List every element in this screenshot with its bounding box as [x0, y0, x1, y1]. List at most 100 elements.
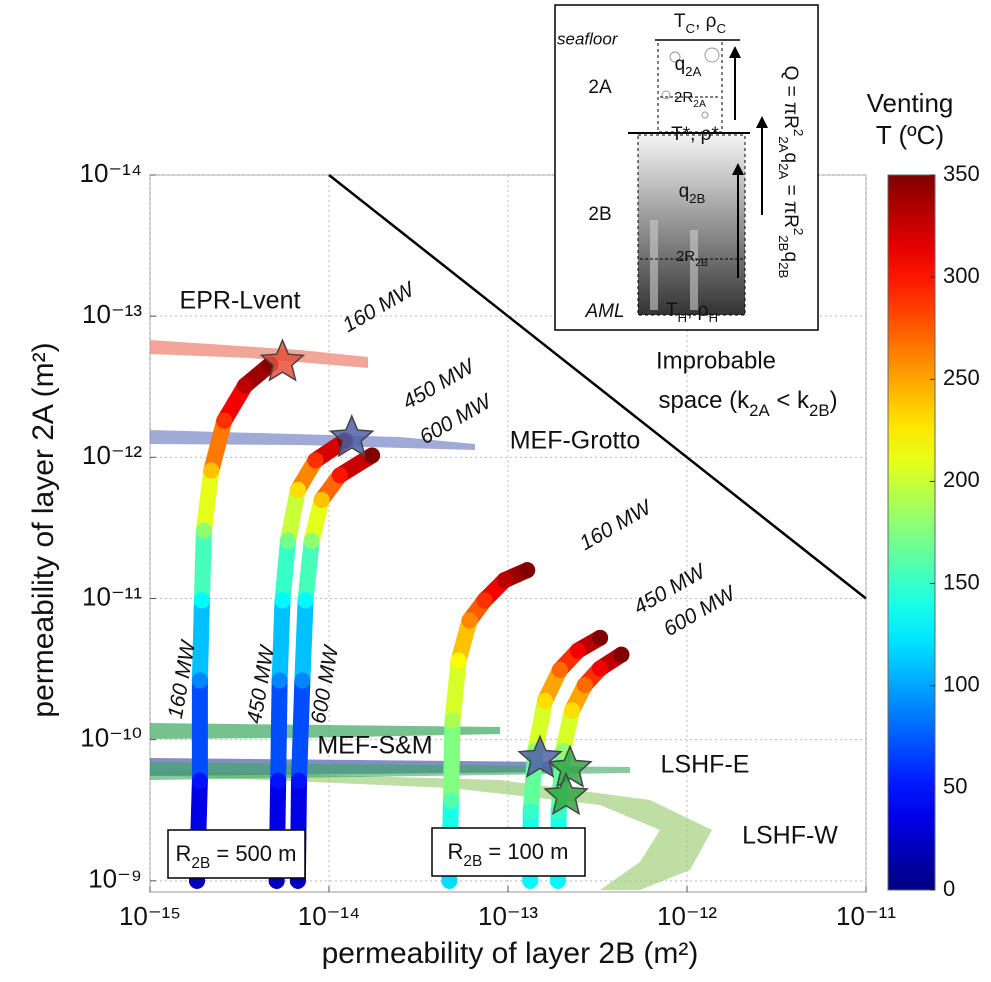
- point: [297, 592, 314, 609]
- curve-segment: [274, 532, 296, 609]
- point: [551, 661, 568, 678]
- point: [203, 462, 220, 479]
- label-sub: 2A: [685, 64, 701, 79]
- curve-segment: [271, 592, 291, 689]
- colorbar-tick-label: 300: [943, 263, 980, 288]
- point: [303, 532, 320, 549]
- curve-segment: [195, 462, 220, 539]
- x-axis-label: permeability of layer 2B (m²): [322, 937, 699, 970]
- site-star: [328, 414, 375, 458]
- y-tick-label: 10⁻⁹: [88, 864, 142, 894]
- label-sub: 2A: [749, 401, 770, 420]
- colorbar: [887, 174, 936, 891]
- curve-segment: [203, 412, 233, 479]
- point: [193, 592, 210, 609]
- label-part: = 500 m: [210, 841, 296, 866]
- label-sub: 2A: [776, 163, 791, 179]
- point: [216, 412, 233, 429]
- arrow-head: [756, 116, 768, 128]
- point: [519, 562, 536, 579]
- point: [313, 491, 330, 508]
- x-tick-label: 10⁻¹⁵: [119, 901, 181, 931]
- label-sub: 2A: [693, 98, 706, 110]
- label-part: q: [679, 181, 690, 202]
- boundary-label: space (k2A < k2B): [658, 387, 837, 420]
- label-part: R: [448, 839, 464, 864]
- boundary-line: [328, 174, 867, 600]
- site-label: MEF-S&M: [317, 732, 432, 760]
- label-sub: 2B: [809, 401, 830, 420]
- label-sub: 2A: [776, 136, 791, 152]
- curve-segment: [294, 592, 314, 689]
- label-part: = πR: [780, 179, 801, 227]
- inset-label: 2B: [588, 204, 611, 225]
- inset-label: q2A: [675, 54, 702, 79]
- point: [537, 692, 554, 709]
- point: [522, 802, 539, 819]
- curve-segment: [444, 652, 467, 729]
- site-label: LSHF-E: [661, 751, 750, 779]
- inset-label: 2R2B: [676, 248, 708, 269]
- band-lshf-e-lower: [150, 762, 630, 780]
- point: [274, 592, 291, 609]
- label-part: = 100 m: [482, 839, 568, 864]
- inset-label: q2B: [679, 181, 706, 206]
- band-epr: [150, 340, 368, 368]
- inset-schematic: seafloor TC, ρC 2A q2A 2R2A T*, ρ* 2B q2…: [554, 4, 819, 331]
- x-tick-label: 10⁻¹³: [478, 901, 538, 931]
- point: [496, 572, 513, 589]
- label-sub: 2B: [776, 262, 791, 278]
- inset-label: TH, ρH: [666, 300, 718, 325]
- crack: [650, 220, 658, 310]
- point: [613, 646, 630, 663]
- curve-segment: [279, 481, 306, 549]
- inset-label: T*, ρ*: [671, 124, 719, 145]
- point: [476, 592, 493, 609]
- colorbar-tick-label: 250: [943, 365, 980, 390]
- site-star: [517, 734, 563, 778]
- point: [291, 772, 308, 789]
- site-label: EPR-Lvent: [180, 287, 301, 315]
- label-part: , ρ: [687, 300, 709, 321]
- inset-label: AML: [584, 301, 624, 322]
- bubble: [701, 111, 709, 119]
- inset-equation: Q = πR22Aq2A = πR22Bq2B: [776, 66, 806, 279]
- y-tick-label: 10⁻¹³: [82, 299, 142, 329]
- point: [444, 712, 461, 729]
- band-grotto: [150, 430, 475, 450]
- label-part: q: [675, 54, 686, 75]
- curve-segment: [297, 532, 320, 609]
- y-tick-label: 10⁻¹⁰: [80, 723, 142, 753]
- label-part: ): [830, 387, 838, 414]
- label-sup: 2: [791, 129, 806, 136]
- inset-label: 2A: [588, 77, 612, 98]
- point: [441, 872, 458, 889]
- point: [564, 702, 581, 719]
- label-sub: H: [678, 310, 688, 325]
- colorbar-tick-label: 0: [943, 876, 955, 901]
- point: [191, 772, 208, 789]
- arrow-head: [729, 46, 741, 58]
- label-part: < k: [770, 387, 810, 414]
- point: [294, 672, 311, 689]
- point: [364, 447, 381, 464]
- label-part: T: [666, 300, 678, 321]
- site-star: [259, 338, 306, 382]
- colorbar-tick-label: 150: [943, 569, 980, 594]
- y-axis-label: permeability of layer 2A (m²): [27, 342, 60, 717]
- site-star: [547, 744, 593, 788]
- bubble: [661, 90, 671, 100]
- group-box: [431, 827, 586, 877]
- inset-label: seafloor: [557, 29, 619, 48]
- colorbar-tick-label: 200: [943, 467, 980, 492]
- curve-segment: [193, 522, 212, 609]
- layer-2a: [657, 39, 723, 133]
- x-tick-label: 10⁻¹⁴: [298, 901, 360, 931]
- inset-label: 2R2A: [674, 89, 706, 110]
- label-part: 2R: [674, 89, 693, 106]
- curve-segment: [291, 672, 311, 789]
- label-sub: H: [708, 310, 718, 325]
